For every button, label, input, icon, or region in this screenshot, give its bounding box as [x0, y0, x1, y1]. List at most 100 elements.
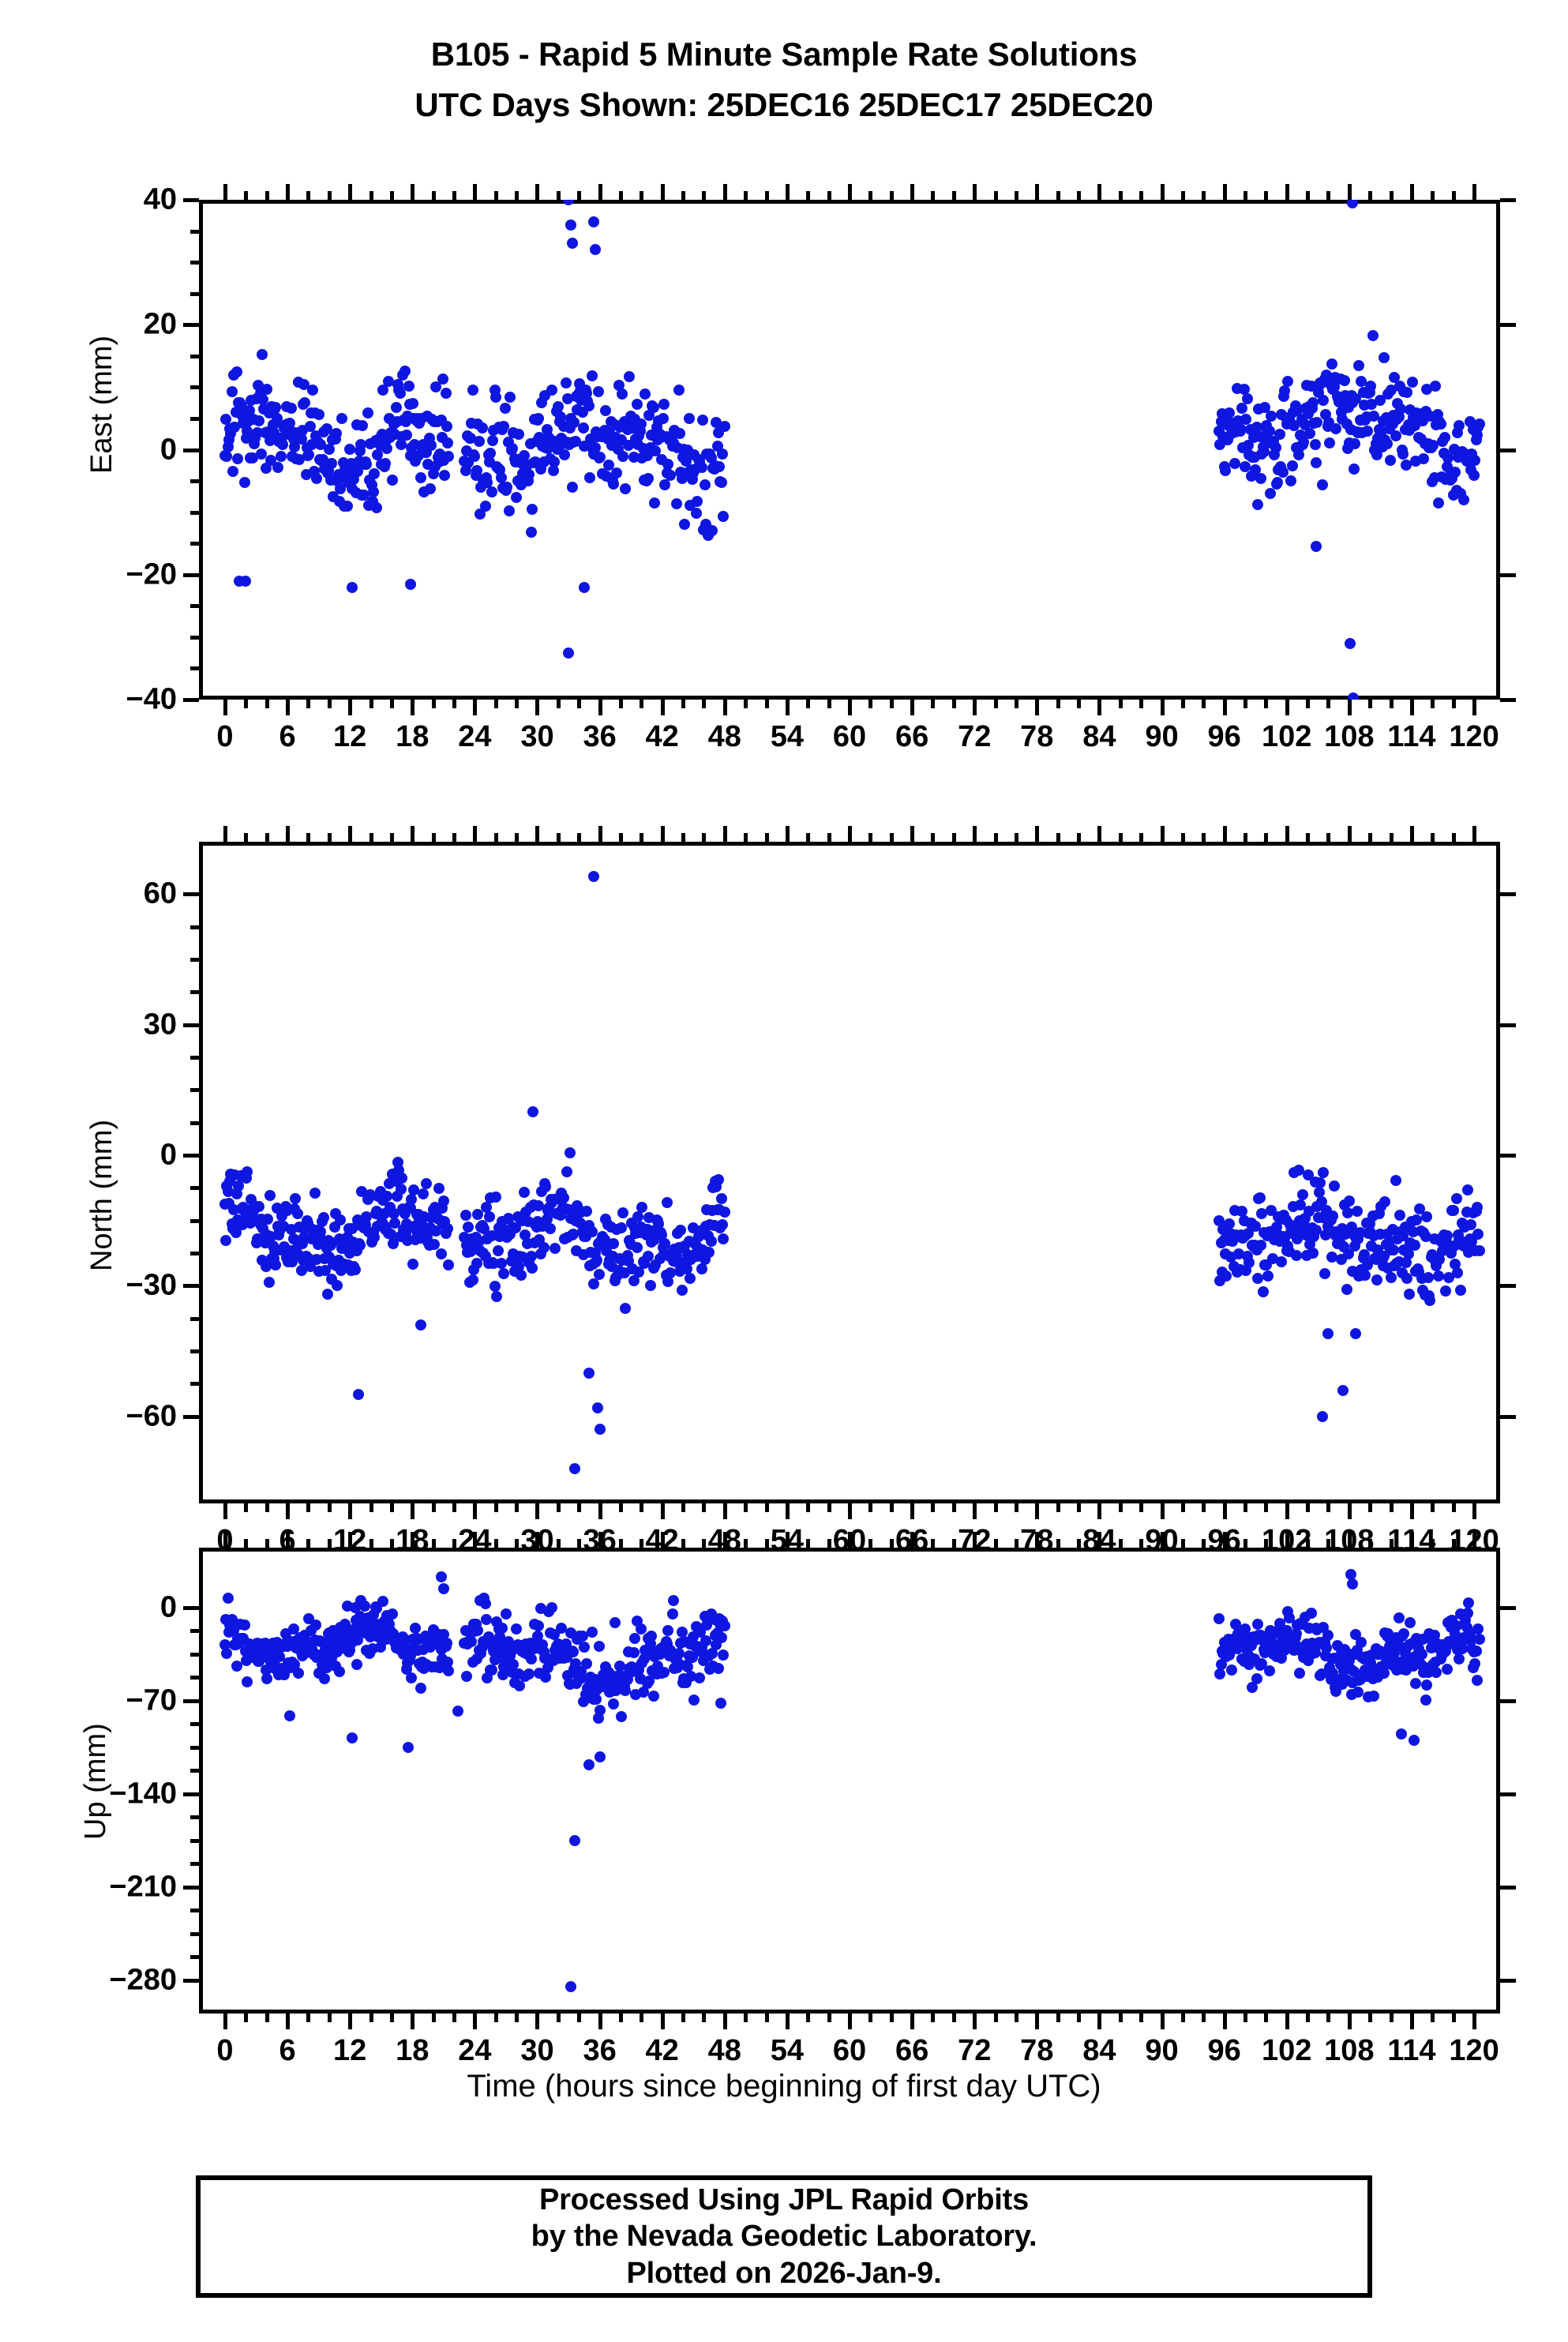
x-tick-major-top [910, 1532, 915, 1548]
x-tick-major [473, 2014, 478, 2029]
data-point [1353, 359, 1365, 371]
data-point [608, 479, 620, 490]
data-point [443, 451, 455, 463]
data-point [647, 1691, 659, 1702]
x-tick-minor-top [618, 1539, 623, 1548]
x-tick-major-top [973, 1532, 977, 1548]
data-point [1433, 497, 1444, 509]
data-point [246, 452, 258, 464]
x-tick-minor-top [1180, 1539, 1185, 1548]
data-point [355, 438, 366, 450]
data-point [231, 366, 242, 378]
data-point [473, 435, 485, 447]
x-tick-minor [327, 2014, 332, 2022]
data-point [486, 434, 498, 446]
data-point [1328, 381, 1340, 392]
data-point [255, 449, 267, 460]
x-tick-minor-top [681, 1539, 686, 1548]
data-point [664, 470, 676, 482]
data-point [718, 420, 730, 432]
data-point [602, 460, 614, 471]
x-tick-major [1347, 2014, 1352, 2029]
x-tick-label: 24 [458, 2034, 492, 2067]
data-point [220, 414, 232, 426]
x-tick-label: 54 [770, 2034, 805, 2067]
data-point [501, 482, 513, 494]
data-point [222, 1593, 234, 1604]
data-point [1352, 1687, 1364, 1698]
data-point [1338, 375, 1350, 387]
data-point [1398, 1627, 1410, 1639]
x-tick-minor-top [806, 1539, 811, 1548]
data-point [646, 1631, 658, 1642]
data-point [1457, 494, 1469, 505]
data-point [1409, 456, 1421, 467]
data-point [715, 476, 727, 488]
data-point [540, 1672, 552, 1683]
data-point [533, 413, 545, 425]
data-point [1263, 426, 1275, 437]
data-point [1450, 467, 1461, 479]
x-tick-minor [1243, 2014, 1247, 2022]
data-point [1400, 460, 1412, 471]
data-point [1393, 411, 1405, 423]
data-point [386, 1608, 398, 1620]
data-point [1219, 465, 1231, 477]
x-tick-minor-top [1118, 1539, 1123, 1548]
data-point [1395, 1728, 1407, 1740]
data-point [590, 1694, 602, 1706]
data-point [711, 417, 722, 429]
x-tick-major [1285, 2014, 1289, 2029]
data-point [238, 1619, 250, 1631]
data-point [467, 385, 478, 396]
x-tick-minor-top [1056, 1539, 1060, 1548]
data-point [1390, 430, 1401, 441]
data-point [362, 407, 373, 419]
data-point [1418, 453, 1430, 465]
data-point [1471, 1675, 1483, 1687]
data-point [553, 400, 565, 412]
data-point [635, 418, 647, 430]
data-point [288, 441, 300, 452]
x-tick-minor [744, 2014, 748, 2022]
x-tick-minor [369, 2014, 373, 2022]
x-tick-minor-top [931, 1539, 936, 1548]
data-point [673, 384, 685, 396]
x-tick-major-top [1035, 1532, 1040, 1548]
data-point [415, 471, 426, 483]
data-point [523, 1668, 535, 1680]
data-point [699, 479, 711, 490]
data-point [696, 415, 708, 426]
data-point [479, 501, 491, 512]
data-point [1367, 1691, 1379, 1702]
plot-area [199, 1548, 1500, 2014]
data-point [504, 505, 516, 517]
data-point [379, 458, 391, 470]
x-tick-label: 114 [1387, 2034, 1436, 2067]
data-point [559, 449, 571, 460]
data-point [527, 503, 538, 515]
y-tick-minor [190, 1629, 199, 1634]
x-tick-major [722, 2014, 727, 2029]
data-point [620, 1684, 632, 1696]
data-point [620, 483, 632, 495]
data-point [1258, 446, 1270, 458]
data-point [437, 1583, 449, 1595]
data-point [568, 417, 580, 429]
x-tick-minor-top [1326, 1539, 1331, 1548]
data-point [1235, 424, 1247, 436]
data-point [1286, 460, 1298, 471]
data-point [377, 1595, 389, 1607]
data-point [1251, 1673, 1262, 1685]
data-point [260, 463, 272, 475]
data-point [1367, 329, 1379, 341]
y-tick-minor [190, 1769, 199, 1773]
data-point [310, 1620, 322, 1631]
data-point [351, 1659, 363, 1671]
y-tick-major [183, 1885, 199, 1890]
y-tick-major [183, 1698, 199, 1703]
data-point [568, 1834, 580, 1846]
data-point [514, 1680, 526, 1692]
